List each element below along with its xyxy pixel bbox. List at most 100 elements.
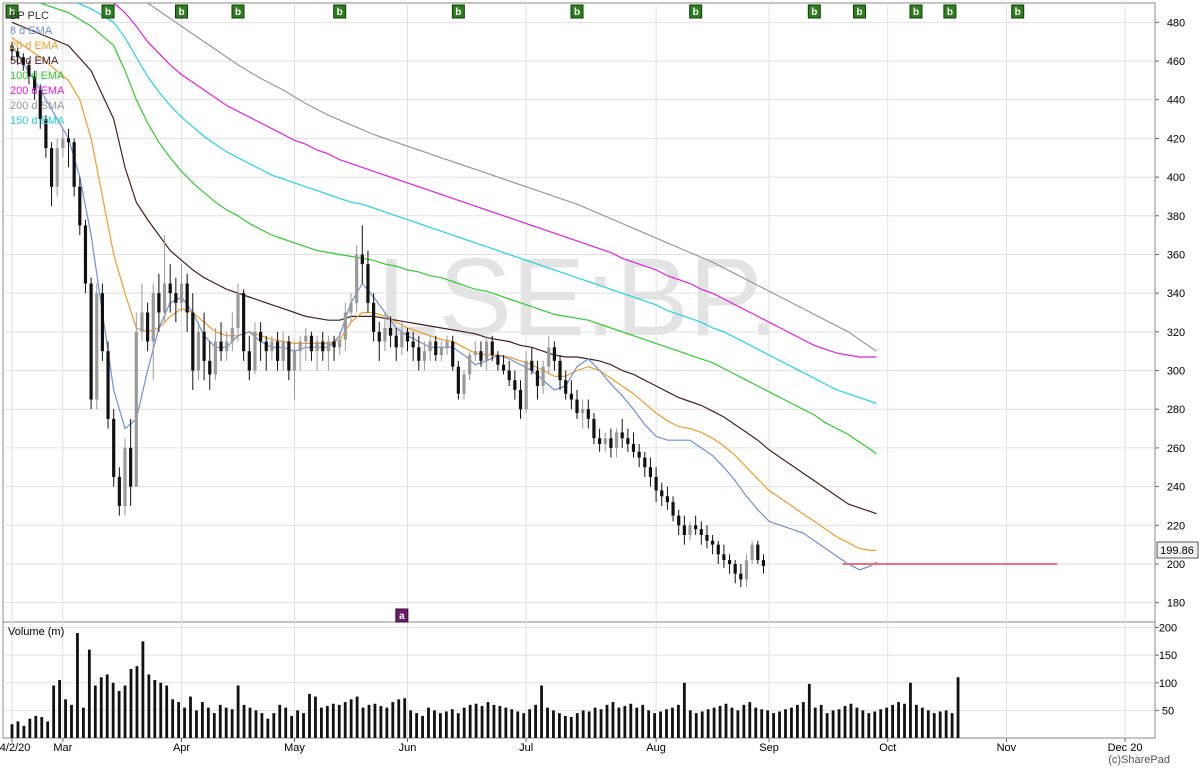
- price-tick-label: 420: [1167, 133, 1185, 145]
- candle-body: [309, 335, 314, 352]
- volume-bar: [296, 710, 299, 738]
- candle-body: [83, 225, 88, 284]
- candle-body: [366, 264, 370, 303]
- volume-bar: [546, 707, 549, 738]
- volume-bar: [242, 704, 246, 738]
- candle-body: [230, 327, 234, 342]
- volume-bar: [552, 710, 555, 738]
- volume-bar: [534, 704, 537, 738]
- volume-axis: 200 150 100 50: [1155, 623, 1177, 717]
- volume-bar: [671, 707, 674, 738]
- candle-body: [236, 293, 240, 328]
- candle-body: [292, 351, 297, 371]
- volume-bar: [611, 702, 615, 738]
- volume-bar: [486, 702, 490, 738]
- candle-body: [411, 341, 415, 348]
- volume-bar: [712, 707, 716, 738]
- candle-body: [321, 341, 325, 352]
- candle-body: [355, 254, 359, 303]
- volume-bar: [831, 710, 835, 738]
- last-price-tag: 199.86: [1156, 541, 1199, 559]
- candle-body: [55, 148, 59, 187]
- price-tick-label: 480: [1167, 17, 1185, 29]
- copyright-label: (c)SharePad: [1108, 754, 1170, 766]
- volume-bar: [218, 704, 222, 738]
- volume-bar: [944, 710, 948, 738]
- volume-bar: [635, 707, 639, 738]
- candle-body: [507, 370, 511, 381]
- volume-bar: [849, 703, 853, 738]
- candle-body: [191, 312, 195, 371]
- volume-bar: [355, 696, 359, 738]
- volume-bar: [403, 698, 407, 738]
- sma200-line: [146, 3, 877, 352]
- date-axis: 14/2/20 Mar Apr May Jun Jul Aug Sep Oct Nov Dec 20: [0, 738, 1142, 754]
- volume-bar: [177, 702, 180, 738]
- candle-body: [326, 341, 330, 352]
- candle-body: [671, 502, 675, 516]
- volume-bar: [813, 707, 817, 738]
- volume-bar: [147, 674, 151, 738]
- candle-body: [490, 341, 494, 356]
- candle-body: [428, 341, 432, 352]
- volume-bar: [522, 713, 526, 738]
- volume-bar: [784, 709, 787, 738]
- ema150-line: [76, 3, 877, 404]
- volume-bar: [748, 702, 752, 738]
- candle-body: [479, 351, 483, 361]
- volume-bar: [688, 710, 692, 738]
- candle-body: [682, 525, 686, 535]
- candle-body: [586, 409, 590, 419]
- signal-marker-label: b: [105, 7, 111, 18]
- candle-body: [451, 341, 455, 367]
- candle-body: [16, 51, 20, 58]
- volume-bar: [801, 702, 805, 738]
- volume-bar: [236, 685, 240, 738]
- candle-body: [27, 64, 31, 77]
- last-price-box: [1156, 541, 1199, 559]
- candle-body: [264, 341, 268, 352]
- volume-bar: [248, 707, 252, 738]
- volume-bar: [587, 711, 591, 738]
- volume-bar: [46, 721, 50, 738]
- candle-body: [247, 351, 251, 371]
- chart-legend: BP PLC 8 d EMA 20 d EMA 50 d EMA 100 d EMA 20…: [10, 10, 65, 127]
- candle-body: [49, 148, 54, 187]
- candle-body: [112, 418, 116, 477]
- candle-body: [637, 451, 641, 458]
- volume-bar: [331, 703, 335, 738]
- candle-body: [405, 331, 410, 342]
- candle-body: [439, 347, 443, 356]
- candle-body: [315, 341, 319, 352]
- volume-bar: [224, 707, 228, 738]
- volume-bar: [22, 725, 26, 738]
- volume-bar: [569, 717, 573, 738]
- volume-bar: [528, 709, 532, 738]
- volume-bar: [706, 709, 710, 738]
- candle-body: [750, 544, 754, 561]
- legend-entry: 100 d EMA: [10, 70, 65, 82]
- candle-body: [496, 355, 500, 365]
- signal-marker: [231, 4, 245, 19]
- volume-bar: [105, 674, 109, 738]
- price-tick-label: 380: [1167, 211, 1185, 223]
- candle-body: [648, 467, 653, 477]
- candle-body: [620, 432, 624, 439]
- legend-entry: 150 d EMA: [10, 115, 65, 127]
- candle-body: [513, 380, 517, 390]
- volume-bar: [575, 713, 579, 738]
- ema8-line: [11, 45, 877, 571]
- volume-bar: [641, 704, 645, 738]
- candle-body: [524, 360, 528, 410]
- volume-bar: [415, 713, 418, 738]
- volume-bar: [82, 707, 85, 738]
- candle-body: [468, 355, 472, 375]
- candle-body: [756, 544, 760, 561]
- price-tick-label: 240: [1167, 482, 1185, 494]
- volume-bar: [189, 696, 192, 738]
- candle-body: [275, 341, 280, 361]
- price-panel-frame: [2, 2, 1156, 623]
- price-tick-label: 460: [1167, 56, 1185, 68]
- signal-marker: [1011, 4, 1025, 19]
- volume-bar: [361, 707, 365, 738]
